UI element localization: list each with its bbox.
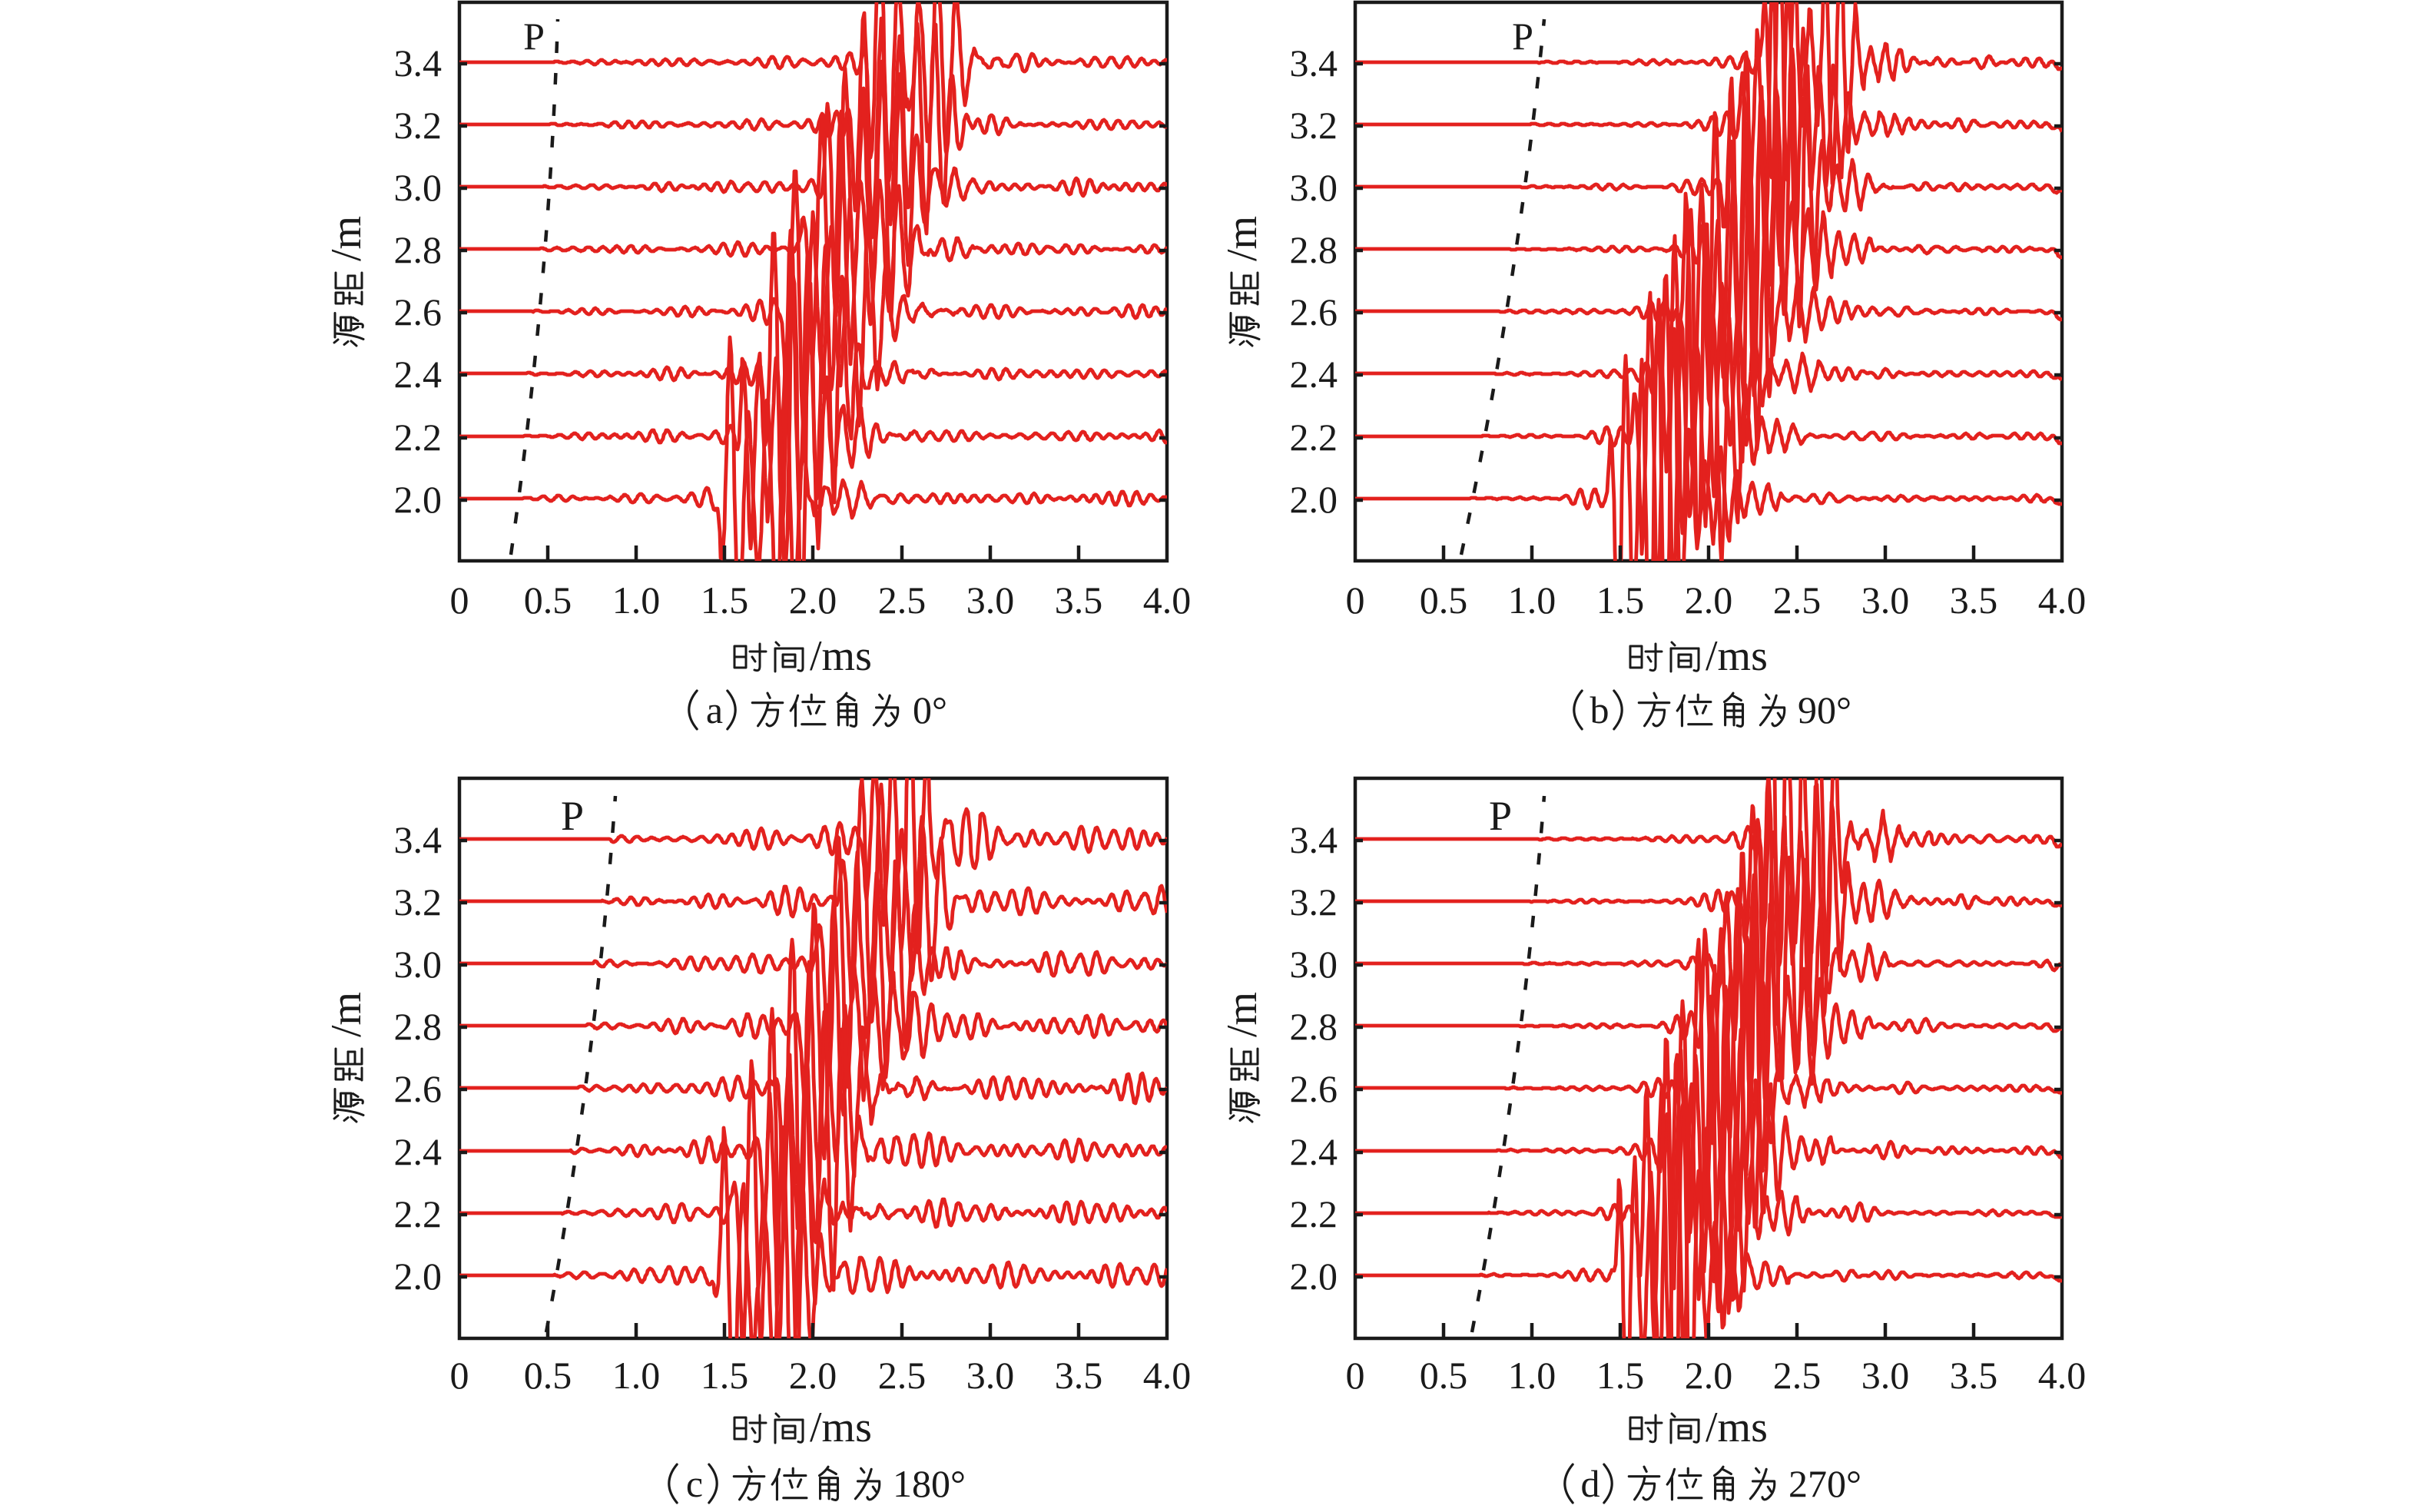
svg-text:2.4: 2.4 [1290, 1130, 1338, 1173]
svg-text:4.0: 4.0 [2038, 579, 2087, 622]
svg-text:2.0: 2.0 [1290, 1255, 1338, 1298]
svg-text:0.5: 0.5 [1420, 579, 1468, 622]
svg-text:2.2: 2.2 [1290, 1192, 1338, 1235]
svg-text:4.0: 4.0 [1143, 1354, 1192, 1397]
svg-text:2.8: 2.8 [1290, 1005, 1338, 1048]
svg-text:3.5: 3.5 [1950, 579, 1998, 622]
svg-text:b: b [1590, 688, 1609, 731]
svg-text:/m: /m [323, 992, 370, 1037]
svg-text:2.4: 2.4 [394, 353, 443, 396]
svg-text:c: c [686, 1462, 703, 1505]
svg-text:3.5: 3.5 [1055, 1354, 1103, 1397]
svg-text:3.2: 3.2 [394, 880, 443, 923]
svg-text:3.5: 3.5 [1950, 1354, 1998, 1397]
svg-text:2.2: 2.2 [1290, 416, 1338, 459]
svg-text:2.0: 2.0 [1290, 478, 1338, 521]
svg-text:0.5: 0.5 [1420, 1354, 1468, 1397]
svg-text:3.0: 3.0 [1290, 943, 1338, 986]
svg-text:3.0: 3.0 [394, 166, 443, 209]
svg-text:0°: 0° [913, 688, 947, 731]
svg-text:0: 0 [450, 579, 469, 622]
svg-text:2.2: 2.2 [394, 1192, 443, 1235]
svg-text:1.0: 1.0 [1508, 1354, 1556, 1397]
svg-text:3.0: 3.0 [1861, 579, 1910, 622]
svg-text:3.5: 3.5 [1055, 579, 1103, 622]
svg-text:3.4: 3.4 [394, 818, 443, 861]
svg-text:1.0: 1.0 [1508, 579, 1556, 622]
svg-text:P: P [561, 793, 584, 839]
svg-text:2.0: 2.0 [789, 579, 837, 622]
svg-text:1.0: 1.0 [612, 579, 661, 622]
svg-text:3.2: 3.2 [394, 104, 443, 147]
svg-text:2.6: 2.6 [1290, 1067, 1338, 1110]
svg-text:2.0: 2.0 [789, 1354, 837, 1397]
svg-text:a: a [706, 688, 723, 731]
svg-text:2.5: 2.5 [878, 1354, 927, 1397]
svg-text:2.2: 2.2 [394, 416, 443, 459]
svg-text:1.5: 1.5 [701, 579, 749, 622]
svg-text:/ms: /ms [810, 632, 872, 680]
svg-text:3.2: 3.2 [1290, 104, 1338, 147]
svg-text:3.0: 3.0 [394, 943, 443, 986]
svg-text:3.0: 3.0 [966, 1354, 1015, 1397]
svg-text:2.8: 2.8 [394, 1005, 443, 1048]
svg-text:1.5: 1.5 [1596, 1354, 1645, 1397]
svg-text:/ms: /ms [1706, 1404, 1768, 1451]
svg-text:180°: 180° [893, 1462, 966, 1505]
svg-text:2.8: 2.8 [394, 228, 443, 271]
svg-text:0: 0 [1346, 1354, 1365, 1397]
svg-text:0: 0 [450, 1354, 469, 1397]
svg-text:3.4: 3.4 [394, 41, 443, 85]
svg-text:270°: 270° [1788, 1462, 1861, 1505]
svg-text:2.0: 2.0 [1685, 1354, 1733, 1397]
svg-text:2.5: 2.5 [1773, 1354, 1822, 1397]
svg-text:2.4: 2.4 [1290, 353, 1338, 396]
svg-text:2.6: 2.6 [394, 290, 443, 333]
svg-text:0: 0 [1346, 579, 1365, 622]
svg-text:2.0: 2.0 [394, 1255, 443, 1298]
svg-text:0.5: 0.5 [524, 579, 572, 622]
svg-text:3.2: 3.2 [1290, 880, 1338, 923]
svg-text:2.6: 2.6 [394, 1067, 443, 1110]
svg-text:2.8: 2.8 [1290, 228, 1338, 271]
svg-text:2.0: 2.0 [394, 478, 443, 521]
svg-text:P: P [523, 15, 545, 58]
svg-text:2.0: 2.0 [1685, 579, 1733, 622]
svg-text:1.5: 1.5 [701, 1354, 749, 1397]
svg-text:1.5: 1.5 [1596, 579, 1645, 622]
svg-text:/ms: /ms [1706, 632, 1768, 680]
svg-text:2.6: 2.6 [1290, 290, 1338, 333]
svg-text:P: P [1512, 15, 1533, 58]
svg-text:2.4: 2.4 [394, 1130, 443, 1173]
svg-text:/m: /m [323, 216, 370, 261]
svg-text:3.0: 3.0 [966, 579, 1015, 622]
svg-text:2.5: 2.5 [878, 579, 927, 622]
svg-text:/m: /m [1218, 992, 1266, 1037]
svg-text:4.0: 4.0 [1143, 579, 1192, 622]
svg-text:/ms: /ms [810, 1404, 872, 1451]
svg-text:90°: 90° [1798, 688, 1851, 731]
svg-text:3.0: 3.0 [1861, 1354, 1910, 1397]
svg-text:2.5: 2.5 [1773, 579, 1822, 622]
svg-text:3.0: 3.0 [1290, 166, 1338, 209]
svg-text:P: P [1489, 793, 1512, 839]
svg-text:1.0: 1.0 [612, 1354, 661, 1397]
svg-text:4.0: 4.0 [2038, 1354, 2087, 1397]
svg-text:3.4: 3.4 [1290, 818, 1338, 861]
svg-text:d: d [1581, 1462, 1600, 1505]
svg-text:3.4: 3.4 [1290, 41, 1338, 85]
svg-text:0.5: 0.5 [524, 1354, 572, 1397]
svg-text:/m: /m [1218, 216, 1266, 261]
